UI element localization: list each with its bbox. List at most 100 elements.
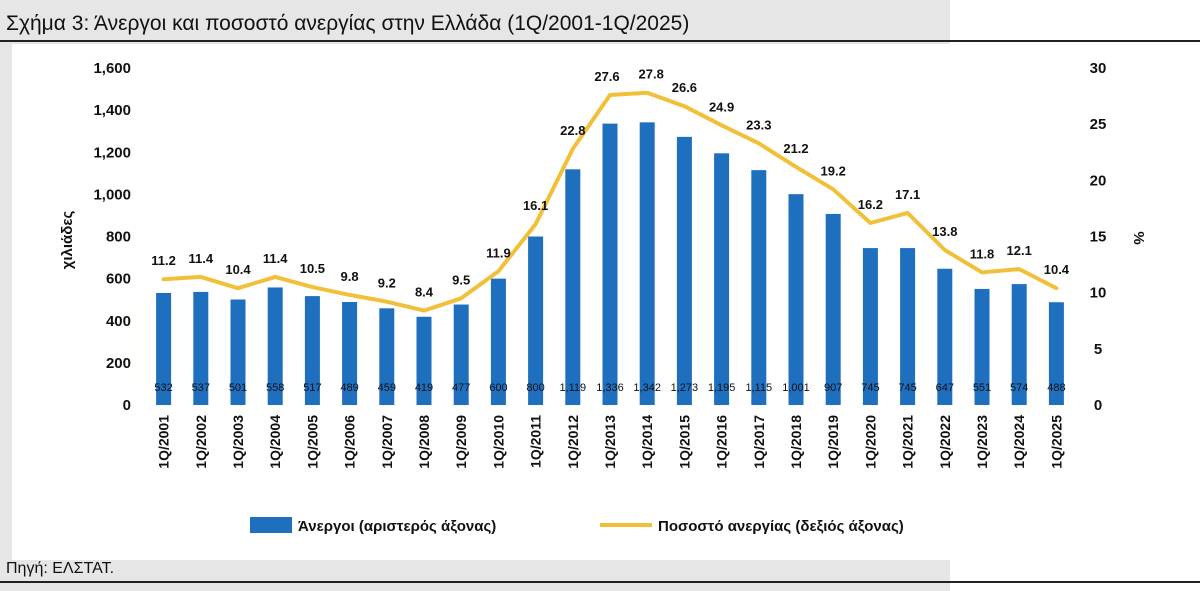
- rate-value-label: 11.2: [151, 253, 176, 268]
- x-axis-tick: 1Q/2018: [788, 415, 804, 469]
- bar-value-label: 1,336: [596, 382, 624, 394]
- bar-value-label: 558: [266, 382, 284, 394]
- rate-value-label: 23.3: [746, 117, 771, 132]
- right-axis-tick: 15: [1090, 229, 1107, 246]
- labels-layer: 532 537 501 558 517 489 459 419 477 600 800 1,119 1,…: [151, 67, 1070, 394]
- axes-layer: 0 200 400 600 800 1,000 1,200 1,400 1,600 0 5 10 15 2…: [59, 60, 1147, 469]
- right-axis-tick: 20: [1090, 172, 1107, 189]
- right-axis-tick: 0: [1094, 397, 1102, 414]
- legend: Άνεργοι (αριστερός άξονας) Ποσοστό ανεργ…: [250, 517, 904, 535]
- bar-value-label: 537: [192, 382, 210, 394]
- right-axis-tick: 10: [1090, 285, 1107, 302]
- bar-1Q/2001: [156, 292, 172, 405]
- bar-1Q/2025: [1048, 302, 1064, 405]
- bar-value-label: 1,273: [671, 382, 699, 394]
- line-layer: [161, 90, 1059, 313]
- bar-1Q/2008: [416, 316, 432, 405]
- x-axis-tick: 1Q/2009: [453, 415, 469, 469]
- bar-value-label: 459: [378, 382, 396, 394]
- bar-value-label: 1,342: [633, 382, 661, 394]
- x-axis-tick: 1Q/2024: [1011, 415, 1027, 469]
- x-axis-tick: 1Q/2015: [676, 415, 692, 469]
- bar-value-label: 1,119: [559, 382, 586, 394]
- bar-1Q/2006: [342, 302, 358, 405]
- rate-value-label: 16.2: [858, 197, 883, 212]
- legend-bar-label: Άνεργοι (αριστερός άξονας): [298, 518, 496, 535]
- bar-1Q/2014: [639, 122, 655, 405]
- left-axis-tick: 0: [123, 397, 131, 414]
- unemployment-rate-line: [161, 90, 1059, 313]
- bar-1Q/2011: [528, 236, 544, 405]
- x-axis-tick: 1Q/2003: [230, 415, 246, 469]
- footer-rule: [0, 581, 1200, 583]
- left-axis-tick: 600: [106, 271, 131, 288]
- rate-value-label: 26.6: [672, 80, 697, 95]
- x-axis-tick: 1Q/2022: [937, 415, 953, 469]
- x-axis-tick: 1Q/2016: [714, 415, 730, 469]
- rate-value-label: 16.1: [523, 198, 548, 213]
- bar-value-label: 1,195: [708, 382, 736, 394]
- rate-value-label: 11.8: [970, 246, 995, 261]
- left-axis-tick: 200: [106, 355, 131, 372]
- x-axis-tick: 1Q/2014: [639, 415, 655, 469]
- left-axis-title: χιλιάδες: [59, 211, 76, 270]
- legend-bar-swatch: [250, 517, 292, 533]
- rate-value-label: 11.9: [486, 245, 511, 260]
- x-axis-tick: 1Q/2013: [602, 415, 618, 469]
- bar-value-label: 551: [973, 382, 991, 394]
- rate-value-label: 12.1: [1007, 243, 1032, 258]
- bar-1Q/2013: [602, 123, 618, 405]
- chart-title: Σχήμα 3: Άνεργοι και ποσοστό ανεργίας στ…: [6, 12, 690, 35]
- bar-value-label: 574: [1010, 382, 1028, 394]
- x-axis-tick: 1Q/2020: [862, 415, 878, 469]
- x-axis-tick: 1Q/2011: [528, 415, 544, 468]
- x-axis-tick: 1Q/2017: [751, 415, 767, 469]
- bar-value-label: 419: [415, 382, 433, 394]
- bar-1Q/2016: [714, 153, 730, 405]
- bar-1Q/2005: [304, 296, 320, 405]
- rate-value-label: 17.1: [895, 187, 920, 202]
- bar-value-label: 489: [340, 382, 358, 394]
- bar-value-label: 800: [526, 382, 544, 394]
- bar-value-label: 517: [303, 382, 321, 394]
- left-axis-tick: 1,200: [93, 144, 131, 161]
- rate-value-label: 27.6: [594, 69, 619, 84]
- bar-value-label: 1,001: [782, 382, 810, 394]
- x-axis-tick: 1Q/2004: [267, 415, 283, 469]
- bar-value-label: 477: [452, 382, 470, 394]
- bar-value-label: 907: [824, 382, 842, 394]
- source-note: Πηγή: ΕΛΣΤΑΤ.: [6, 560, 115, 577]
- rate-value-label: 13.8: [932, 224, 957, 239]
- x-axis-tick: 1Q/2025: [1048, 415, 1064, 469]
- right-axis-tick: 25: [1090, 116, 1107, 133]
- bar-1Q/2021: [900, 248, 916, 405]
- x-axis-tick: 1Q/2007: [379, 415, 395, 469]
- left-axis-tick: 1,000: [93, 186, 131, 203]
- bar-1Q/2022: [937, 268, 953, 405]
- bar-1Q/2017: [751, 170, 767, 405]
- rate-value-label: 10.4: [225, 262, 251, 277]
- bar-value-label: 745: [861, 382, 879, 394]
- bar-1Q/2018: [788, 194, 804, 405]
- rate-value-label: 9.2: [378, 276, 396, 291]
- rate-value-label: 22.8: [560, 123, 585, 138]
- rate-value-label: 11.4: [263, 251, 288, 266]
- rate-value-label: 9.5: [452, 272, 470, 287]
- x-axis-tick: 1Q/2019: [825, 415, 841, 469]
- x-axis-tick: 1Q/2023: [974, 415, 990, 469]
- x-axis-tick: 1Q/2012: [565, 415, 581, 469]
- right-axis-tick: 30: [1090, 60, 1107, 77]
- rate-value-label: 11.4: [189, 251, 214, 266]
- bar-value-label: 488: [1047, 382, 1065, 394]
- rate-value-label: 19.2: [821, 163, 846, 178]
- rate-value-label: 21.2: [783, 141, 808, 156]
- x-axis-tick: 1Q/2002: [193, 415, 209, 469]
- bar-1Q/2004: [267, 287, 283, 405]
- bar-1Q/2003: [230, 299, 246, 405]
- bar-value-label: 647: [936, 382, 954, 394]
- bar-1Q/2019: [825, 213, 841, 405]
- rate-value-label: 8.4: [415, 285, 434, 300]
- left-axis-tick: 1,400: [93, 102, 131, 119]
- bars-layer: [156, 122, 1064, 405]
- bar-value-label: 1,115: [745, 382, 772, 394]
